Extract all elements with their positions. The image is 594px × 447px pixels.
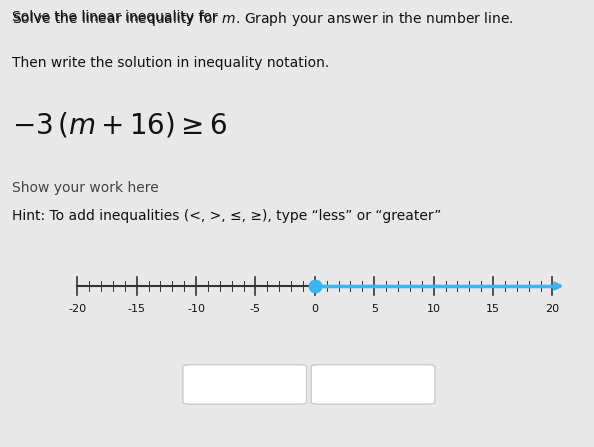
Text: 0: 0: [311, 304, 318, 313]
Text: Show your work here: Show your work here: [12, 181, 159, 195]
Text: -20: -20: [68, 304, 86, 313]
Text: 10: 10: [426, 304, 441, 313]
Text: Toggle point: Toggle point: [207, 378, 283, 391]
Text: 5: 5: [371, 304, 378, 313]
FancyBboxPatch shape: [311, 365, 435, 404]
Text: Solve the linear inequality for $m$. Graph your answer in the number line.: Solve the linear inequality for $m$. Gra…: [12, 10, 514, 28]
FancyBboxPatch shape: [183, 365, 307, 404]
Text: Solve the linear inequality for: Solve the linear inequality for: [12, 10, 222, 24]
Text: -10: -10: [187, 304, 205, 313]
Text: 20: 20: [545, 304, 560, 313]
Text: Toggle line: Toggle line: [339, 378, 407, 391]
Text: 15: 15: [486, 304, 500, 313]
Text: Hint: To add inequalities (<, >, ≤, ≥), type “less” or “greater”: Hint: To add inequalities (<, >, ≤, ≥), …: [12, 209, 441, 223]
Text: Then write the solution in inequality notation.: Then write the solution in inequality no…: [12, 56, 329, 70]
Text: -15: -15: [128, 304, 146, 313]
Text: $-3\,(m+16)\geq 6$: $-3\,(m+16)\geq 6$: [12, 111, 228, 139]
Text: -5: -5: [250, 304, 261, 313]
